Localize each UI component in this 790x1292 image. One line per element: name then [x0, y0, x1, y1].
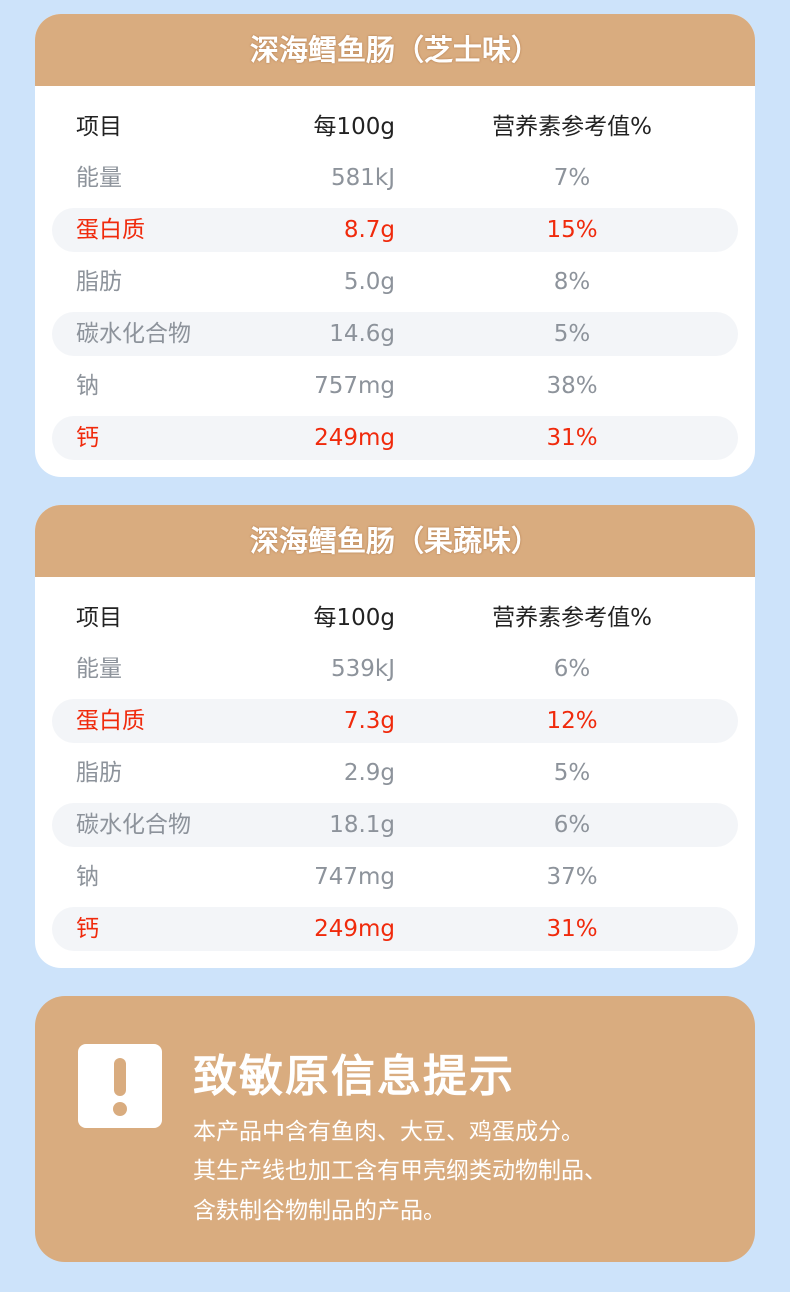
table-row: 钙 249mg 31%	[52, 416, 738, 460]
allergen-notice: 致敏原信息提示 本产品中含有鱼肉、大豆、鸡蛋成分。 其生产线也加工含有甲壳纲类动…	[35, 996, 755, 1262]
table-row: 碳水化合物 18.1g 6%	[52, 803, 738, 847]
per-100g-value: 249mg	[314, 916, 395, 942]
exclamation-icon	[78, 1044, 162, 1128]
nrv-percent: 8%	[553, 269, 591, 295]
nutrient-name: 能量	[76, 165, 122, 191]
nrv-percent: 6%	[553, 812, 591, 838]
table-row: 脂肪 5.0g 8%	[52, 260, 738, 304]
nutrient-name: 脂肪	[76, 269, 122, 295]
nrv-percent: 12%	[546, 708, 598, 734]
table-row: 钠 747mg 37%	[52, 855, 738, 899]
nrv-percent: 7%	[553, 165, 591, 191]
per-100g-value: 757mg	[314, 373, 395, 399]
table-header-row: 项目 每100g 营养素参考值%	[52, 596, 738, 640]
nutrient-name: 钙	[76, 916, 99, 942]
table-row: 蛋白质 8.7g 15%	[52, 208, 738, 252]
per-100g-value: 14.6g	[329, 321, 395, 347]
table-row: 能量 539kJ 6%	[52, 647, 738, 691]
nrv-percent: 31%	[546, 425, 598, 451]
nutrition-table: 深海鳕鱼肠（果蔬味） 项目 每100g 营养素参考值% 能量 539kJ 6% …	[35, 505, 755, 968]
per-100g-value: 747mg	[314, 864, 395, 890]
per-100g-value: 8.7g	[343, 217, 395, 243]
nutrient-name: 碳水化合物	[76, 321, 191, 347]
per-100g-value: 249mg	[314, 425, 395, 451]
nrv-percent: 31%	[546, 916, 598, 942]
table-row: 蛋白质 7.3g 12%	[52, 699, 738, 743]
allergen-line: 含麸制谷物制品的产品。	[193, 1198, 446, 1224]
nutrient-name: 钙	[76, 425, 99, 451]
nrv-percent: 15%	[546, 217, 598, 243]
table-row: 碳水化合物 14.6g 5%	[52, 312, 738, 356]
allergen-line: 其生产线也加工含有甲壳纲类动物制品、	[193, 1158, 607, 1184]
nrv-percent: 38%	[546, 373, 598, 399]
allergen-title: 致敏原信息提示	[193, 1051, 515, 1102]
per-100g-value: 5.0g	[343, 269, 395, 295]
per-100g-value: 18.1g	[329, 812, 395, 838]
nrv-percent: 5%	[553, 321, 591, 347]
table-row: 钙 249mg 31%	[52, 907, 738, 951]
column-header: 每100g	[313, 114, 396, 140]
table-row: 脂肪 2.9g 5%	[52, 751, 738, 795]
nutrient-name: 蛋白质	[76, 708, 145, 734]
column-header: 营养素参考值%	[492, 605, 652, 631]
nutrient-name: 蛋白质	[76, 217, 145, 243]
column-header: 项目	[76, 114, 122, 140]
column-header: 项目	[76, 605, 122, 631]
allergen-line: 本产品中含有鱼肉、大豆、鸡蛋成分。	[193, 1119, 584, 1145]
table-header-row: 项目 每100g 营养素参考值%	[52, 105, 738, 149]
table-title: 深海鳕鱼肠（果蔬味）	[35, 505, 755, 577]
nutrient-name: 钠	[76, 373, 99, 399]
nutrient-name: 碳水化合物	[76, 812, 191, 838]
table-row: 钠 757mg 38%	[52, 364, 738, 408]
per-100g-value: 539kJ	[330, 656, 395, 682]
column-header: 营养素参考值%	[492, 114, 652, 140]
table-row: 能量 581kJ 7%	[52, 156, 738, 200]
per-100g-value: 2.9g	[343, 760, 395, 786]
nutrient-name: 脂肪	[76, 760, 122, 786]
nrv-percent: 5%	[553, 760, 591, 786]
nutrition-table: 深海鳕鱼肠（芝士味） 项目 每100g 营养素参考值% 能量 581kJ 7% …	[35, 14, 755, 477]
nutrient-name: 钠	[76, 864, 99, 890]
column-header: 每100g	[313, 605, 396, 631]
per-100g-value: 7.3g	[343, 708, 395, 734]
per-100g-value: 581kJ	[330, 165, 395, 191]
nrv-percent: 6%	[553, 656, 591, 682]
nrv-percent: 37%	[546, 864, 598, 890]
table-title: 深海鳕鱼肠（芝士味）	[35, 14, 755, 86]
nutrient-name: 能量	[76, 656, 122, 682]
